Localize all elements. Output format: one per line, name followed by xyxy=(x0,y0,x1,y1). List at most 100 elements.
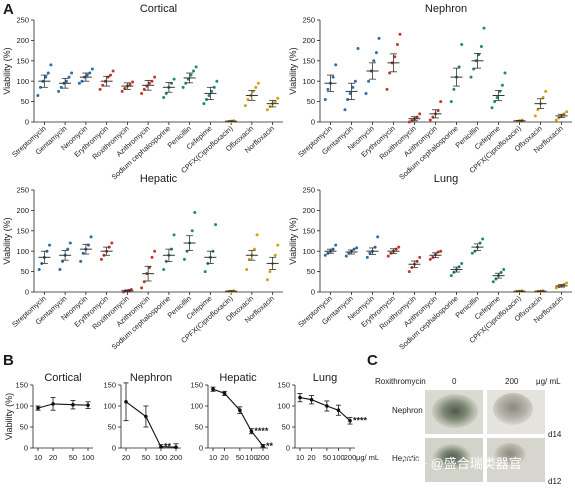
data-point xyxy=(147,266,151,270)
data-point xyxy=(394,247,398,251)
watermark-text: 知乎 @盛合瑞类器官 xyxy=(401,456,522,471)
data-point xyxy=(493,100,497,104)
x-tick-label: 20 xyxy=(220,453,228,462)
y-axis-label: Viability (%) xyxy=(2,217,12,264)
data-point xyxy=(71,402,75,407)
y-tick-label: 200 xyxy=(302,36,315,45)
data-point xyxy=(503,71,507,75)
data-point xyxy=(565,110,569,114)
data-point xyxy=(397,245,401,249)
data-point xyxy=(536,108,540,112)
y-axis-label: Viability (%) xyxy=(4,393,14,440)
data-point xyxy=(64,79,68,83)
data-point xyxy=(415,259,419,263)
x-tick-label: 50 xyxy=(142,453,150,462)
data-point xyxy=(131,80,135,84)
x-tick-label: 200 xyxy=(170,453,183,462)
y-tick-label: 250 xyxy=(302,16,315,25)
data-point xyxy=(159,444,163,449)
organoid-hepatic-200 xyxy=(494,443,526,467)
data-point xyxy=(37,268,41,272)
y-tick-label: 150 xyxy=(16,56,29,65)
data-point xyxy=(36,93,40,97)
chart-title: Nephron xyxy=(425,3,467,15)
data-point xyxy=(544,89,548,93)
row-label-hepatic: Hepatic xyxy=(392,454,419,463)
data-point xyxy=(273,100,277,104)
data-point xyxy=(449,274,453,278)
data-point xyxy=(256,81,260,85)
chart-title: Hepatic xyxy=(219,372,257,384)
data-point xyxy=(85,73,89,77)
y-tick-label: 150 xyxy=(302,226,315,235)
y-axis-label: Viability (%) xyxy=(2,47,12,94)
significance-marker: ** xyxy=(266,441,274,451)
y-tick-label: 150 xyxy=(15,381,28,390)
data-point xyxy=(38,85,42,89)
data-point xyxy=(192,69,196,73)
data-point xyxy=(111,69,115,73)
data-point xyxy=(51,402,55,406)
data-point xyxy=(124,400,128,404)
data-point xyxy=(265,278,269,282)
data-point xyxy=(365,255,369,259)
x-tick-label: 10 xyxy=(34,453,42,462)
data-point xyxy=(36,406,40,410)
data-point xyxy=(174,445,178,449)
organoid-nephron-200 xyxy=(493,393,533,425)
y-tick-label: 150 xyxy=(103,381,116,390)
data-point xyxy=(68,241,72,245)
data-point xyxy=(212,85,216,89)
data-point xyxy=(189,73,193,77)
data-point xyxy=(193,210,197,214)
y-tick-label: 0 xyxy=(311,118,315,127)
y-tick-label: 150 xyxy=(190,381,203,390)
data-point xyxy=(343,108,347,112)
y-tick-label: 0 xyxy=(311,288,315,297)
data-point xyxy=(252,247,256,251)
y-axis-label: Viability (%) xyxy=(288,217,298,264)
data-point xyxy=(309,397,314,402)
panel-c-conc-200: 200 xyxy=(505,377,519,386)
y-tick-label: 150 xyxy=(302,56,315,65)
data-point xyxy=(254,85,258,89)
data-point xyxy=(243,104,247,108)
data-point xyxy=(245,268,249,272)
x-tick-label: 100 xyxy=(155,453,168,462)
data-point xyxy=(452,87,456,91)
data-point xyxy=(428,118,432,122)
panel-c: Roxithromycin 0 200 μg/ mL Nephron xyxy=(375,377,562,486)
data-point xyxy=(372,59,376,63)
data-point xyxy=(86,403,90,407)
data-point xyxy=(415,115,419,119)
panel-c-drug-label: Roxithromycin xyxy=(375,377,426,386)
data-point xyxy=(140,91,144,95)
data-point xyxy=(172,77,176,81)
x-tick-label: 200 xyxy=(344,453,357,462)
y-tick-label: 0 xyxy=(24,444,28,453)
x-tick-label: 100 xyxy=(332,453,345,462)
y-tick-label: 50 xyxy=(21,267,29,276)
data-point xyxy=(323,253,327,257)
data-point xyxy=(150,255,154,259)
y-tick-label: 100 xyxy=(302,77,315,86)
data-point xyxy=(439,100,443,104)
data-point xyxy=(67,75,71,79)
y-tick-label: 200 xyxy=(16,206,29,215)
data-point xyxy=(202,102,206,106)
data-point xyxy=(389,251,393,255)
y-tick-label: 50 xyxy=(282,423,290,432)
data-point xyxy=(367,79,371,83)
series-line xyxy=(212,388,264,447)
x-tick-label: 10 xyxy=(296,453,304,462)
data-point xyxy=(398,32,402,36)
data-point xyxy=(502,268,506,272)
data-point xyxy=(452,270,456,274)
y-tick-label: 0 xyxy=(112,444,116,453)
data-point xyxy=(184,81,188,85)
data-point xyxy=(377,36,381,40)
data-point xyxy=(364,91,368,95)
data-point xyxy=(325,404,329,408)
data-point xyxy=(273,253,277,257)
